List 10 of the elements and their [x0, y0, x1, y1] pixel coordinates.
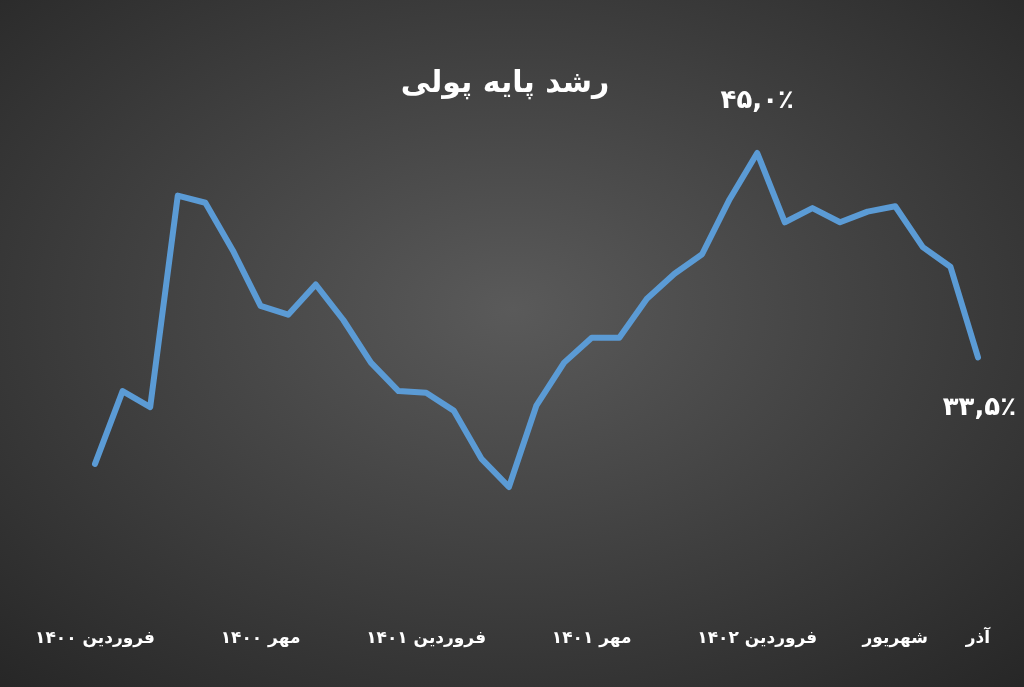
x-tick-label: مهر ۱۴۰۱ — [551, 627, 632, 648]
x-tick-label: فروردین ۱۴۰۱ — [366, 627, 487, 648]
data-label: ۳۳,۵٪ — [942, 391, 1016, 422]
x-tick-label: فروردین ۱۴۰۲ — [697, 627, 818, 648]
x-tick-label: آذر — [964, 626, 992, 647]
data-label: ۴۵,۰٪ — [720, 84, 794, 114]
x-tick-label: فروردین ۱۴۰۰ — [35, 627, 155, 648]
x-tick-label: شهریور — [861, 627, 928, 648]
x-tick-label: مهر ۱۴۰۰ — [220, 627, 301, 648]
chart-title: رشد پایه پولی — [400, 64, 610, 100]
